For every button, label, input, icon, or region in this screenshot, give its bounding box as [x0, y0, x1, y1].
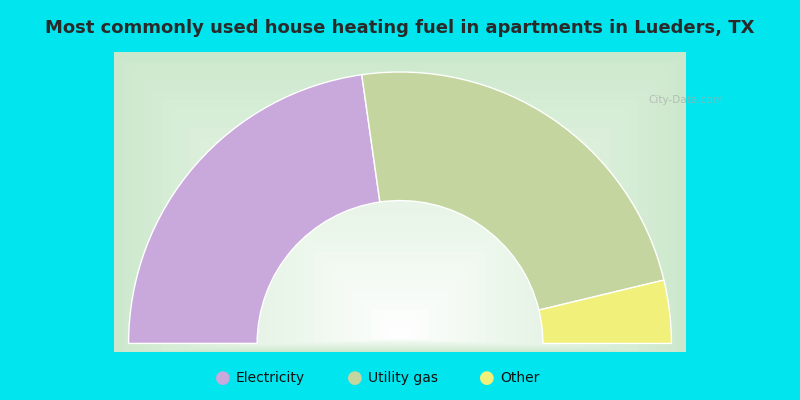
Bar — [238, 176, 562, 346]
Bar — [210, 147, 590, 347]
Bar — [305, 242, 495, 342]
Wedge shape — [362, 72, 664, 310]
Text: City-Data.com: City-Data.com — [648, 95, 722, 105]
Text: Utility gas: Utility gas — [368, 371, 438, 385]
Text: Other: Other — [500, 371, 539, 385]
Bar — [295, 233, 505, 343]
Bar — [229, 166, 571, 346]
Text: Electricity: Electricity — [236, 371, 305, 385]
Bar — [286, 224, 514, 344]
Wedge shape — [539, 280, 671, 344]
Bar — [257, 195, 543, 345]
Bar — [152, 90, 648, 350]
Text: ●: ● — [214, 369, 230, 387]
Bar — [334, 271, 466, 341]
Bar — [352, 290, 448, 340]
Text: ●: ● — [346, 369, 362, 387]
Bar — [181, 119, 619, 349]
Bar — [314, 252, 486, 342]
Bar — [362, 300, 438, 340]
Bar — [343, 280, 457, 340]
Bar — [390, 328, 410, 338]
Bar — [200, 138, 600, 348]
Bar — [171, 109, 629, 349]
Bar — [324, 262, 476, 342]
Text: Most commonly used house heating fuel in apartments in Lueders, TX: Most commonly used house heating fuel in… — [46, 19, 754, 37]
Bar — [162, 100, 638, 350]
Bar — [266, 204, 534, 344]
Wedge shape — [129, 75, 380, 344]
Bar — [371, 309, 429, 339]
Bar — [219, 157, 581, 347]
Bar — [190, 128, 610, 348]
Bar — [276, 214, 524, 344]
Text: ●: ● — [478, 369, 494, 387]
Bar — [248, 185, 552, 345]
Bar — [381, 319, 419, 339]
